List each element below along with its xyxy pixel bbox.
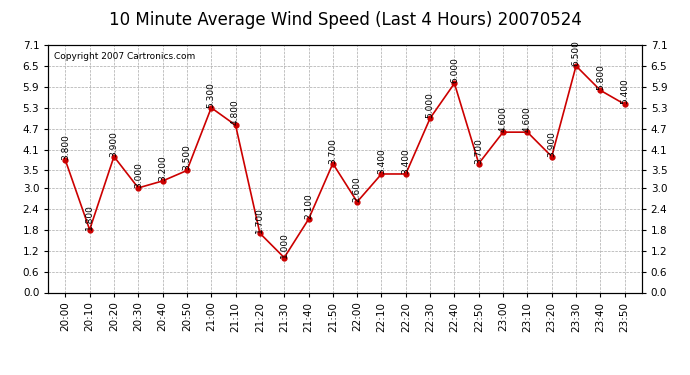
Text: 4.600: 4.600	[499, 106, 508, 132]
Text: 3.200: 3.200	[158, 155, 167, 181]
Text: 3.900: 3.900	[547, 130, 556, 156]
Text: 5.000: 5.000	[426, 92, 435, 118]
Text: 1.000: 1.000	[279, 232, 288, 258]
Text: 3.000: 3.000	[134, 162, 143, 188]
Text: 3.900: 3.900	[110, 130, 119, 156]
Text: 10 Minute Average Wind Speed (Last 4 Hours) 20070524: 10 Minute Average Wind Speed (Last 4 Hou…	[108, 11, 582, 29]
Text: 1.700: 1.700	[255, 207, 264, 233]
Text: 4.600: 4.600	[523, 106, 532, 132]
Text: 6.500: 6.500	[571, 40, 580, 66]
Text: 3.400: 3.400	[377, 148, 386, 174]
Text: 1.800: 1.800	[85, 204, 94, 230]
Text: 3.700: 3.700	[474, 138, 483, 164]
Text: 3.400: 3.400	[402, 148, 411, 174]
Text: 2.100: 2.100	[304, 194, 313, 219]
Text: Copyright 2007 Cartronics.com: Copyright 2007 Cartronics.com	[55, 53, 195, 62]
Text: 6.000: 6.000	[450, 57, 459, 83]
Text: 3.500: 3.500	[182, 145, 191, 171]
Text: 2.600: 2.600	[353, 176, 362, 202]
Text: 3.800: 3.800	[61, 134, 70, 160]
Text: 5.300: 5.300	[207, 82, 216, 108]
Text: 3.700: 3.700	[328, 138, 337, 164]
Text: 4.800: 4.800	[231, 99, 240, 125]
Text: 5.800: 5.800	[596, 64, 605, 90]
Text: 5.400: 5.400	[620, 78, 629, 104]
